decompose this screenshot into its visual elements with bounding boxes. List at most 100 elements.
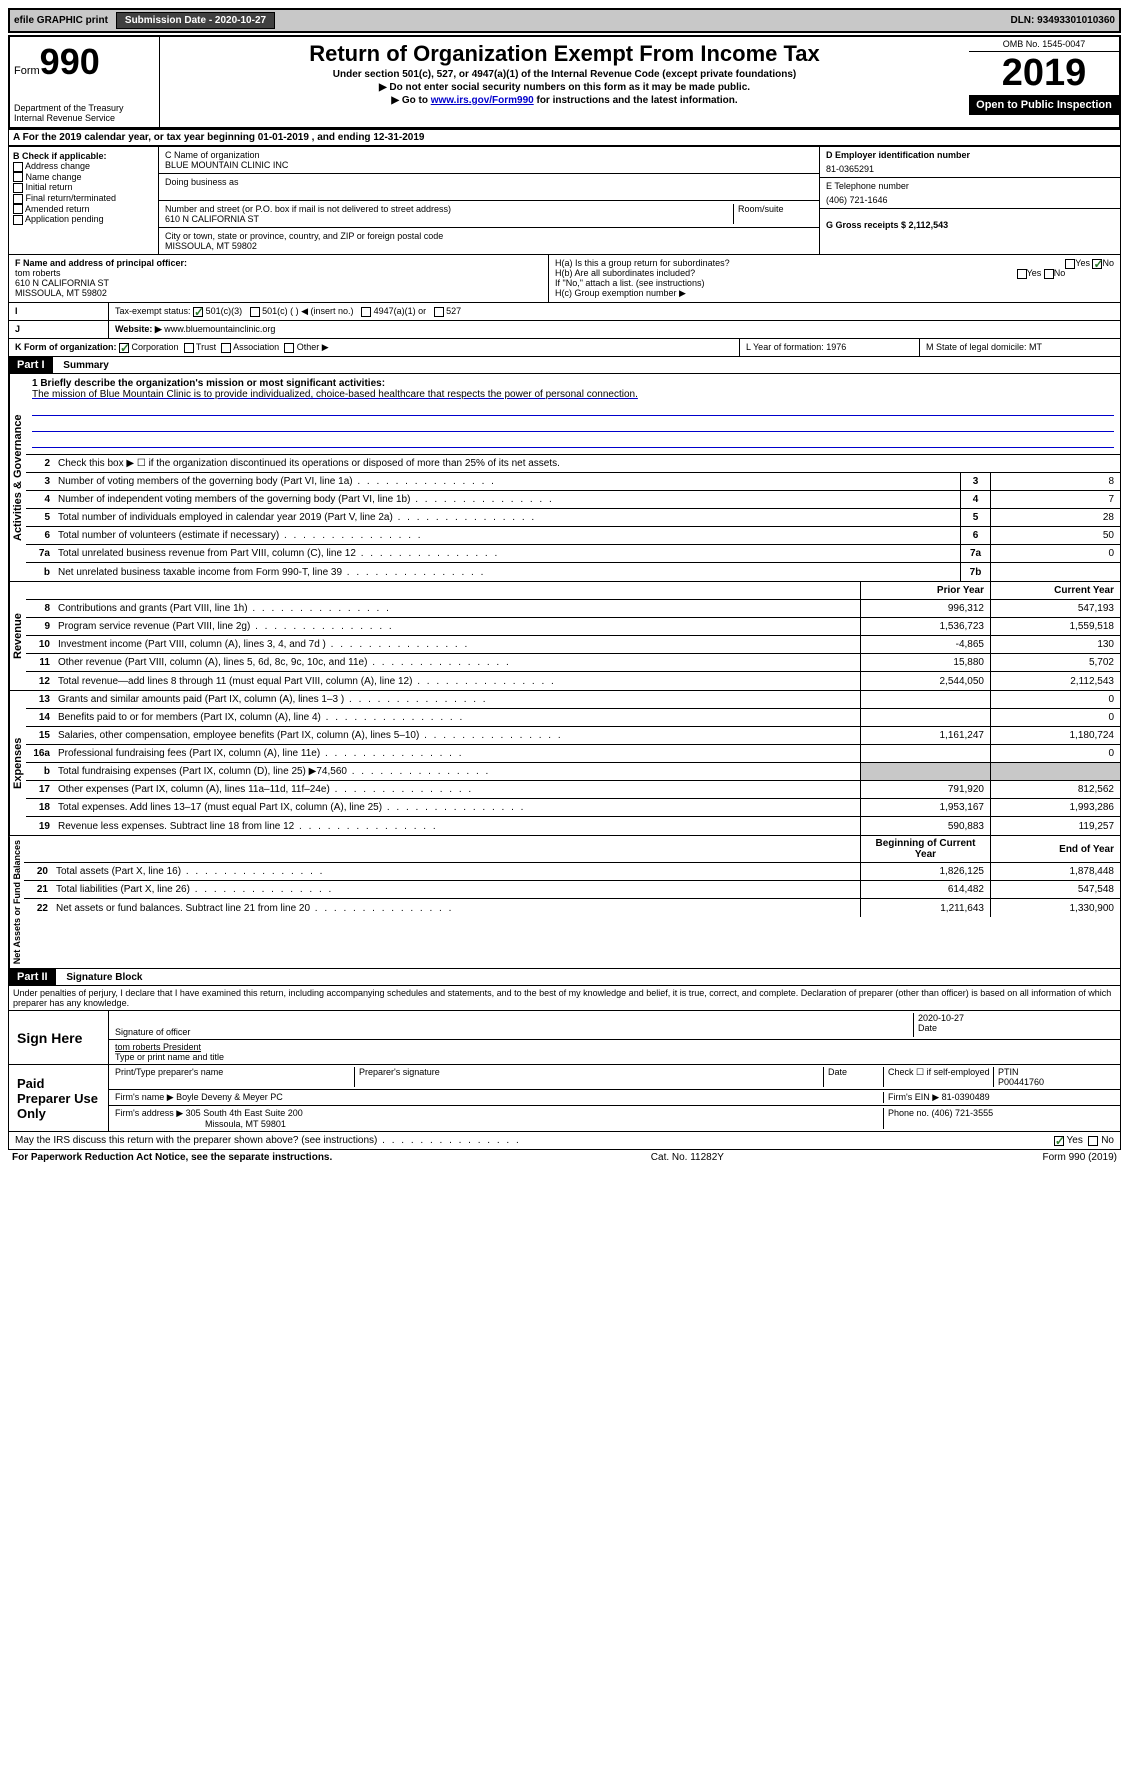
form-header: Form990 Department of the Treasury Inter…: [8, 35, 1121, 129]
line-val: 50: [990, 527, 1120, 544]
assoc-checkbox[interactable]: [221, 343, 231, 353]
line-text: Net assets or fund balances. Subtract li…: [52, 901, 860, 916]
prior-val: 791,920: [860, 781, 990, 798]
website-url: www.bluemountainclinic.org: [164, 324, 275, 334]
year-formation: L Year of formation: 1976: [740, 339, 920, 356]
sign-here-label: Sign Here: [9, 1011, 109, 1064]
discuss-yes-checkbox[interactable]: [1054, 1136, 1064, 1146]
prior-val: 996,312: [860, 600, 990, 617]
current-val: 0: [990, 709, 1120, 726]
current-val: 1,180,724: [990, 727, 1120, 744]
trust-checkbox[interactable]: [184, 343, 194, 353]
part2-title: Signature Block: [58, 972, 142, 983]
submission-date[interactable]: Submission Date - 2020-10-27: [116, 12, 275, 29]
current-val: 5,702: [990, 654, 1120, 671]
part1-badge: Part I: [9, 357, 53, 373]
final-return-checkbox[interactable]: [13, 194, 23, 204]
prior-val: 1,211,643: [860, 899, 990, 917]
line-text: Total revenue—add lines 8 through 11 (mu…: [54, 674, 860, 689]
sub3-pre: ▶ Go to: [391, 95, 430, 106]
app-pending-checkbox[interactable]: [13, 215, 23, 225]
org-name-label: C Name of organization: [165, 150, 813, 160]
addr-change-checkbox[interactable]: [13, 162, 23, 172]
other-checkbox[interactable]: [284, 343, 294, 353]
entity-info-grid: B Check if applicable: Address change Na…: [8, 146, 1121, 255]
line-box: 6: [960, 527, 990, 544]
org-addr: 610 N CALIFORNIA ST: [165, 214, 733, 224]
current-val: 119,257: [990, 817, 1120, 835]
subtitle-1: Under section 501(c), 527, or 4947(a)(1)…: [164, 69, 965, 80]
line-num: 22: [24, 901, 52, 916]
efile-label[interactable]: efile GRAPHIC print: [14, 15, 108, 26]
501c-checkbox[interactable]: [250, 307, 260, 317]
part2-badge: Part II: [9, 969, 56, 985]
line-num: 14: [26, 710, 54, 725]
ha-no-checkbox[interactable]: [1092, 259, 1102, 269]
prior-val: 1,536,723: [860, 618, 990, 635]
line-num: 9: [26, 619, 54, 634]
tax-status-label: Tax-exempt status:: [115, 306, 191, 316]
begin-year-header: Beginning of Current Year: [860, 836, 990, 862]
mission-text: The mission of Blue Mountain Clinic is t…: [32, 389, 1114, 400]
prior-val: 15,880: [860, 654, 990, 671]
preparer-label: Paid Preparer Use Only: [9, 1065, 109, 1131]
4947-label: 4947(a)(1) or: [374, 306, 427, 316]
app-pending-label: Application pending: [25, 214, 104, 224]
page-footer: For Paperwork Reduction Act Notice, see …: [8, 1150, 1121, 1165]
line-text: Total assets (Part X, line 16): [52, 864, 860, 879]
amended-checkbox[interactable]: [13, 204, 23, 214]
501c3-label: 501(c)(3): [206, 306, 243, 316]
prior-val: 590,883: [860, 817, 990, 835]
hb-no: No: [1054, 268, 1066, 278]
part2-header-row: Part II Signature Block: [8, 969, 1121, 986]
line-text: Total number of individuals employed in …: [54, 510, 960, 525]
cat-number: Cat. No. 11282Y: [651, 1152, 724, 1163]
print-name-label: Print/Type preparer's name: [115, 1067, 355, 1087]
top-bar: efile GRAPHIC print Submission Date - 20…: [8, 8, 1121, 33]
current-val: 1,878,448: [990, 863, 1120, 880]
line-num: 18: [26, 800, 54, 815]
part1-title: Summary: [55, 360, 109, 371]
prior-val: 1,826,125: [860, 863, 990, 880]
dept-label: Department of the Treasury: [14, 103, 155, 113]
officer-typed-name: tom roberts President: [115, 1042, 224, 1052]
firm-addr2: Missoula, MT 59801: [205, 1119, 286, 1129]
ha-yes: Yes: [1075, 258, 1090, 268]
form-label: Form: [14, 65, 40, 77]
line-text: Benefits paid to or for members (Part IX…: [54, 710, 860, 725]
current-val: 0: [990, 691, 1120, 708]
form990-link[interactable]: www.irs.gov/Form990: [431, 95, 534, 106]
501c3-checkbox[interactable]: [193, 307, 203, 317]
line-num: b: [26, 764, 54, 779]
corp-checkbox[interactable]: [119, 343, 129, 353]
line-text: Total fundraising expenses (Part IX, col…: [54, 764, 860, 779]
current-year-header: Current Year: [990, 582, 1120, 599]
sig-officer-label: Signature of officer: [115, 1027, 913, 1037]
officer-addr2: MISSOULA, MT 59802: [15, 288, 542, 298]
sig-date-label: Date: [918, 1023, 1114, 1033]
current-val: 1,330,900: [990, 899, 1120, 917]
ha-no: No: [1102, 258, 1114, 268]
4947-checkbox[interactable]: [361, 307, 371, 317]
hb-label: H(b) Are all subordinates included?: [555, 268, 695, 278]
line-text: Total liabilities (Part X, line 26): [52, 882, 860, 897]
line-val: 8: [990, 473, 1120, 490]
line-box: 3: [960, 473, 990, 490]
discuss-yes: Yes: [1067, 1135, 1083, 1146]
line-text: Contributions and grants (Part VIII, lin…: [54, 601, 860, 616]
ha-label: H(a) Is this a group return for subordin…: [555, 258, 730, 268]
hb-yes-checkbox[interactable]: [1017, 269, 1027, 279]
current-val: 0: [990, 745, 1120, 762]
preparer-section: Paid Preparer Use Only Print/Type prepar…: [8, 1065, 1121, 1132]
hb-no-checkbox[interactable]: [1044, 269, 1054, 279]
form-title: Return of Organization Exempt From Incom…: [164, 41, 965, 67]
name-change-checkbox[interactable]: [13, 172, 23, 182]
line-text: Other revenue (Part VIII, column (A), li…: [54, 655, 860, 670]
initial-return-checkbox[interactable]: [13, 183, 23, 193]
mission-label: 1 Briefly describe the organization's mi…: [32, 378, 1114, 389]
assoc-label: Association: [233, 342, 279, 352]
ha-yes-checkbox[interactable]: [1065, 259, 1075, 269]
discuss-no-checkbox[interactable]: [1088, 1136, 1098, 1146]
hb-note: If "No," attach a list. (see instruction…: [555, 278, 1114, 288]
527-checkbox[interactable]: [434, 307, 444, 317]
